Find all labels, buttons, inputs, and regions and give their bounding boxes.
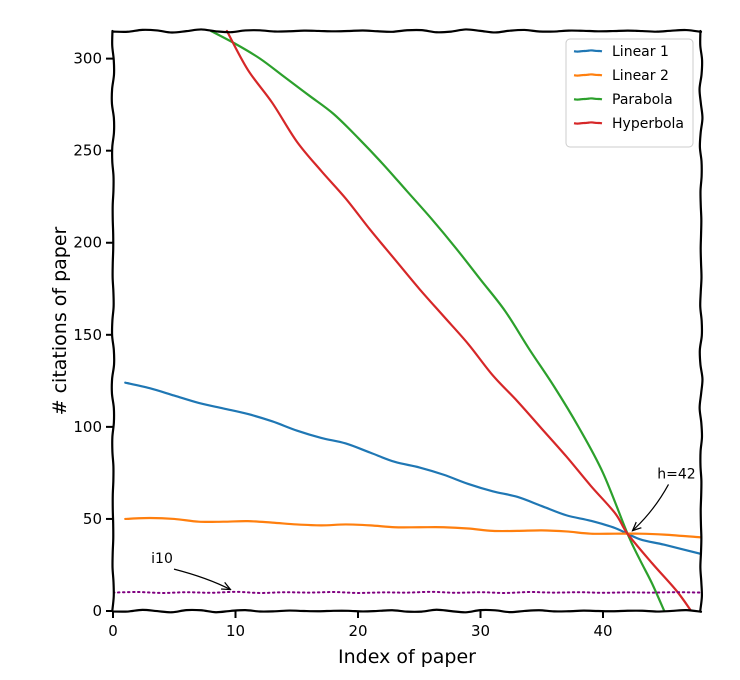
annotation-label: i10 xyxy=(151,551,173,567)
y-tick-label: 300 xyxy=(73,50,102,68)
x-axis-title: Index of paper xyxy=(338,646,476,668)
series-line-linear-1 xyxy=(124,381,701,556)
legend-label-linear-2: Linear 2 xyxy=(612,68,669,84)
legend-swatch-parabola xyxy=(573,97,603,101)
x-tick-label: 0 xyxy=(108,622,118,640)
frame-bottom xyxy=(111,608,703,614)
series-group xyxy=(113,29,701,611)
y-axis-title: # citations of paper xyxy=(49,226,71,415)
series-line-i10-threshold xyxy=(113,590,701,594)
plot-area xyxy=(113,29,701,611)
series-line-linear-2 xyxy=(124,516,701,539)
frame-left xyxy=(110,29,116,613)
y-tick-label: 250 xyxy=(73,142,102,160)
y-tick-label: 150 xyxy=(73,326,102,344)
frame-top xyxy=(111,28,703,34)
legend-swatch-hyperbola xyxy=(573,121,603,125)
legend-swatch-linear-1 xyxy=(573,49,603,53)
annotation-h-42: h=42 xyxy=(633,466,696,530)
y-tick-label: 200 xyxy=(73,234,102,252)
y-tick-label: 50 xyxy=(83,510,102,528)
legend-label-linear-1: Linear 1 xyxy=(612,44,669,60)
y-tick-label: 0 xyxy=(92,602,102,620)
legend-label-parabola: Parabola xyxy=(612,92,673,108)
frame-right xyxy=(698,29,704,613)
annotations: h=42 i10 xyxy=(151,466,696,589)
annotation-arrow xyxy=(173,568,231,589)
annotation-i10: i10 xyxy=(151,551,230,589)
legend-label-hyperbola: Hyperbola xyxy=(612,116,684,132)
x-tick-label: 30 xyxy=(471,622,490,640)
y-tick-label: 100 xyxy=(73,418,102,436)
annotation-label: h=42 xyxy=(657,466,695,482)
axes: 0 10 20 30 40 0 50 100 150 200 250 300 Index of pape… xyxy=(49,28,704,668)
legend-box xyxy=(565,38,694,148)
x-tick-label: 40 xyxy=(593,622,612,640)
x-tick-label: 20 xyxy=(348,622,367,640)
legend: Linear 1 Linear 2 Parabola Hyperbola xyxy=(565,38,694,148)
annotation-arrow xyxy=(633,484,670,530)
x-tick-label: 10 xyxy=(226,622,245,640)
legend-swatch-linear-2 xyxy=(573,73,603,77)
series-line-parabola xyxy=(209,29,666,611)
series-line-hyperbola xyxy=(225,29,693,611)
